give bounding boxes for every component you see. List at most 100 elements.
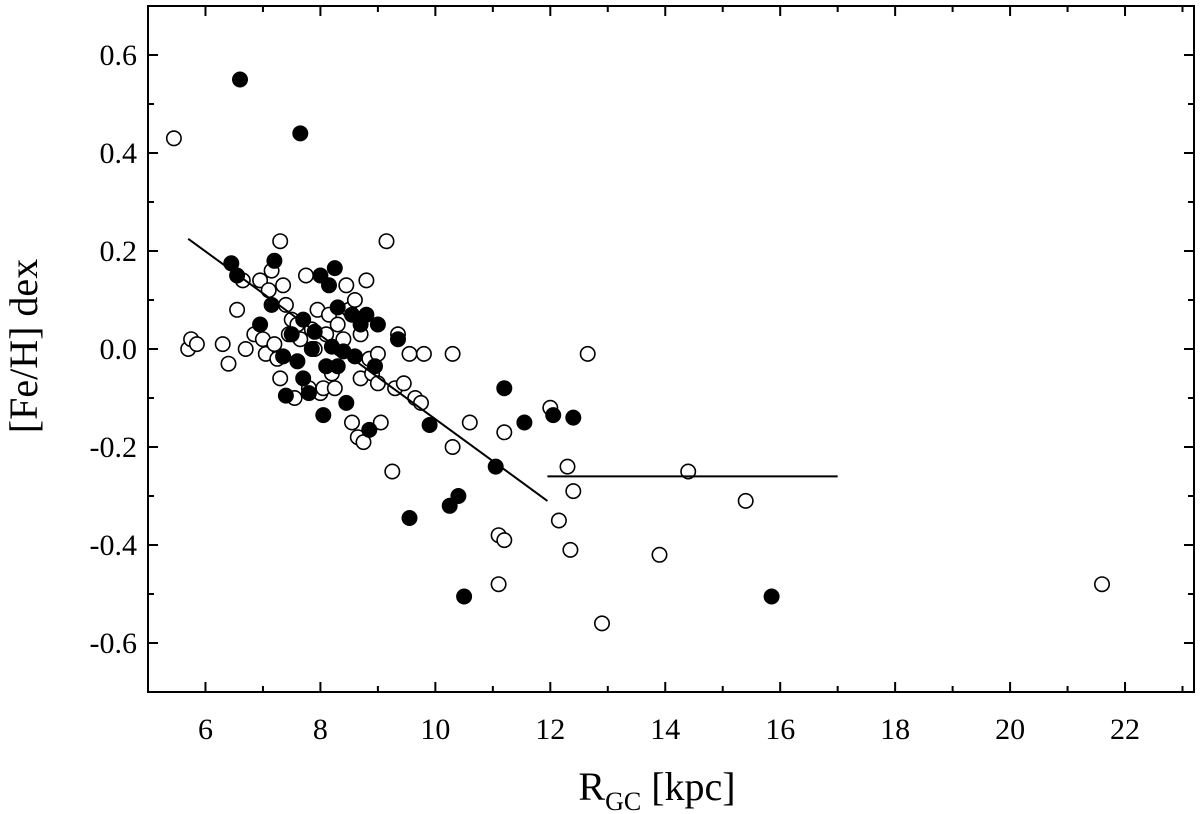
open-point-18 — [272, 370, 289, 387]
filled-point-35 — [421, 416, 438, 433]
open-point-62 — [415, 345, 432, 362]
y-tick-label-3: 0.0 — [100, 333, 138, 366]
filled-point-42 — [545, 407, 562, 424]
open-point-42 — [343, 414, 360, 431]
filled-point-5 — [266, 252, 283, 269]
filled-point-8 — [283, 326, 300, 343]
open-point-43 — [346, 291, 363, 308]
open-point-13 — [260, 282, 277, 299]
filled-point-29 — [358, 306, 375, 323]
open-point-80 — [1094, 576, 1111, 593]
open-point-53 — [372, 414, 389, 431]
filled-point-13 — [300, 385, 317, 402]
filled-point-36 — [441, 497, 458, 514]
filled-point-19 — [320, 277, 337, 294]
open-point-59 — [401, 345, 418, 362]
x-tick-label-3: 12 — [535, 713, 565, 746]
x-tick-label-8: 22 — [1110, 713, 1140, 746]
open-point-5 — [220, 355, 237, 372]
filled-point-41 — [516, 414, 533, 431]
x-axis-title-subscript: GC — [605, 787, 641, 814]
open-point-19 — [275, 277, 292, 294]
open-point-79 — [737, 492, 754, 509]
open-point-72 — [559, 458, 576, 475]
filled-point-11 — [295, 311, 312, 328]
open-point-15 — [266, 336, 283, 353]
y-tick-label-0: 0.6 — [100, 39, 138, 72]
axis-ticks — [148, 6, 1194, 692]
filled-point-22 — [329, 358, 346, 375]
open-point-76 — [593, 615, 610, 632]
filled-point-12 — [295, 370, 312, 387]
open-point-0 — [165, 130, 182, 147]
open-point-78 — [680, 463, 697, 480]
open-point-40 — [338, 277, 355, 294]
filled-point-23 — [329, 299, 346, 316]
x-tick-label-4: 14 — [650, 713, 680, 746]
filled-point-10 — [292, 125, 309, 142]
x-axis-title-rest: [kpc] — [641, 764, 735, 809]
open-point-67 — [490, 576, 507, 593]
y-axis-title: [Fe/H] dex — [1, 259, 46, 433]
filled-point-44 — [763, 588, 780, 605]
filled-point-7 — [277, 387, 294, 404]
open-point-69 — [496, 532, 513, 549]
open-point-26 — [297, 267, 314, 284]
trend-line-0 — [187, 237, 548, 502]
open-point-37 — [329, 316, 346, 333]
y-tick-label-5: -0.4 — [90, 529, 138, 562]
filled-point-6 — [275, 348, 292, 365]
filled-point-31 — [366, 358, 383, 375]
x-axis-title-main: R — [578, 764, 605, 809]
x-tick-label-7: 20 — [995, 713, 1025, 746]
trend-lines — [187, 237, 838, 502]
open-point-48 — [358, 272, 375, 289]
x-axis-title: RGC [kpc] — [578, 764, 735, 814]
tick-labels: 6 8 10 12 14 16 18 20 22 0.6 0.4 0.2 0.0 -0.2 -0.4 -0.6 — [90, 39, 1141, 746]
open-point-73 — [562, 541, 579, 558]
filled-point-38 — [456, 588, 473, 605]
filled-point-9 — [289, 353, 306, 370]
open-point-65 — [461, 414, 478, 431]
filled-point-37 — [450, 487, 467, 504]
x-tick-label-1: 8 — [313, 713, 328, 746]
open-point-77 — [651, 546, 668, 563]
open-point-54 — [378, 233, 395, 250]
filled-point-3 — [252, 316, 269, 333]
filled-point-40 — [496, 380, 513, 397]
open-point-64 — [444, 438, 461, 455]
open-point-36 — [326, 380, 343, 397]
open-point-8 — [237, 340, 254, 357]
open-point-58 — [395, 375, 412, 392]
y-tick-label-4: -0.2 — [90, 431, 138, 464]
open-point-55 — [384, 463, 401, 480]
filled-point-33 — [389, 331, 406, 348]
open-point-6 — [229, 301, 246, 318]
filled-point-2 — [232, 71, 249, 88]
y-tick-label-1: 0.4 — [100, 137, 138, 170]
open-point-3 — [188, 336, 205, 353]
filled-point-30 — [361, 421, 378, 438]
open-point-4 — [214, 336, 231, 353]
filled-point-34 — [401, 509, 418, 526]
y-tick-label-2: 0.2 — [100, 235, 138, 268]
open-point-63 — [444, 345, 461, 362]
open-point-71 — [550, 512, 567, 529]
y-tick-label-6: -0.6 — [90, 627, 138, 660]
open-point-17 — [272, 233, 289, 250]
filled-point-39 — [487, 458, 504, 475]
filled-point-25 — [338, 394, 355, 411]
filled-point-21 — [326, 260, 343, 277]
data-marks — [165, 71, 1111, 632]
x-tick-label-0: 6 — [198, 713, 213, 746]
filled-point-43 — [565, 409, 582, 426]
open-point-74 — [565, 483, 582, 500]
x-tick-label-6: 18 — [880, 713, 910, 746]
open-point-68 — [496, 424, 513, 441]
filled-point-32 — [369, 316, 386, 333]
open-point-75 — [579, 345, 596, 362]
filled-point-17 — [315, 407, 332, 424]
filled-point-14 — [303, 340, 320, 357]
x-tick-label-5: 16 — [765, 713, 795, 746]
